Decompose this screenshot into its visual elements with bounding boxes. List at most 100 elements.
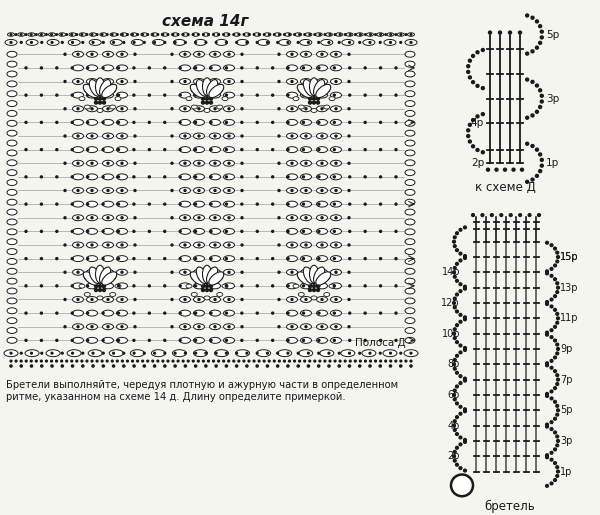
Circle shape bbox=[198, 299, 200, 300]
Circle shape bbox=[284, 360, 286, 362]
Ellipse shape bbox=[73, 283, 83, 289]
Circle shape bbox=[305, 53, 307, 55]
Circle shape bbox=[106, 34, 108, 36]
Circle shape bbox=[556, 414, 559, 416]
Circle shape bbox=[365, 34, 366, 36]
Ellipse shape bbox=[287, 324, 298, 330]
Circle shape bbox=[385, 360, 386, 362]
Circle shape bbox=[531, 16, 534, 19]
Circle shape bbox=[215, 365, 217, 367]
Ellipse shape bbox=[209, 215, 221, 221]
Circle shape bbox=[164, 67, 166, 69]
Circle shape bbox=[554, 264, 556, 267]
Ellipse shape bbox=[193, 160, 205, 166]
Circle shape bbox=[218, 34, 220, 36]
Circle shape bbox=[335, 244, 337, 246]
Ellipse shape bbox=[405, 140, 415, 146]
Ellipse shape bbox=[336, 33, 343, 36]
Circle shape bbox=[152, 360, 154, 362]
Circle shape bbox=[291, 135, 293, 137]
Circle shape bbox=[539, 41, 542, 44]
Ellipse shape bbox=[73, 133, 83, 139]
Ellipse shape bbox=[236, 40, 248, 45]
Circle shape bbox=[550, 452, 553, 454]
Text: 13р: 13р bbox=[560, 283, 578, 293]
Ellipse shape bbox=[86, 283, 97, 289]
Circle shape bbox=[164, 258, 166, 260]
Circle shape bbox=[324, 34, 326, 36]
Circle shape bbox=[81, 360, 83, 362]
Circle shape bbox=[464, 316, 466, 319]
Ellipse shape bbox=[7, 259, 17, 264]
Circle shape bbox=[91, 53, 93, 55]
Ellipse shape bbox=[103, 52, 113, 57]
Circle shape bbox=[304, 34, 305, 36]
Ellipse shape bbox=[209, 242, 221, 248]
Circle shape bbox=[364, 230, 366, 232]
Ellipse shape bbox=[130, 350, 145, 356]
Ellipse shape bbox=[317, 229, 328, 234]
Circle shape bbox=[226, 67, 227, 69]
Circle shape bbox=[202, 288, 205, 291]
Ellipse shape bbox=[89, 80, 100, 96]
Ellipse shape bbox=[86, 269, 97, 275]
Circle shape bbox=[96, 34, 98, 36]
Circle shape bbox=[535, 148, 538, 151]
Ellipse shape bbox=[69, 33, 76, 36]
Circle shape bbox=[308, 281, 311, 284]
Circle shape bbox=[278, 135, 280, 137]
Circle shape bbox=[521, 168, 523, 171]
Circle shape bbox=[287, 339, 289, 341]
Text: Д: Д bbox=[456, 478, 468, 492]
Ellipse shape bbox=[116, 201, 128, 207]
Ellipse shape bbox=[46, 350, 60, 356]
Circle shape bbox=[25, 67, 27, 69]
Ellipse shape bbox=[103, 174, 113, 180]
Circle shape bbox=[317, 288, 320, 291]
Circle shape bbox=[228, 190, 230, 192]
Circle shape bbox=[164, 94, 166, 96]
Circle shape bbox=[66, 360, 68, 362]
Circle shape bbox=[318, 285, 320, 287]
Circle shape bbox=[193, 360, 194, 362]
Circle shape bbox=[380, 230, 382, 232]
Circle shape bbox=[539, 25, 542, 28]
Circle shape bbox=[92, 365, 94, 367]
Ellipse shape bbox=[287, 92, 298, 98]
Circle shape bbox=[103, 288, 106, 291]
Circle shape bbox=[451, 474, 473, 496]
Circle shape bbox=[77, 299, 79, 300]
Circle shape bbox=[91, 80, 93, 82]
Circle shape bbox=[540, 100, 543, 103]
Circle shape bbox=[540, 164, 543, 167]
Circle shape bbox=[287, 67, 289, 69]
Text: 8р: 8р bbox=[448, 359, 460, 369]
Circle shape bbox=[317, 365, 320, 367]
Ellipse shape bbox=[103, 269, 113, 275]
Circle shape bbox=[118, 67, 119, 69]
Circle shape bbox=[121, 244, 123, 246]
Ellipse shape bbox=[193, 174, 205, 180]
Circle shape bbox=[91, 271, 93, 273]
Ellipse shape bbox=[317, 147, 328, 152]
Circle shape bbox=[209, 285, 212, 287]
Circle shape bbox=[272, 94, 274, 96]
Circle shape bbox=[321, 326, 323, 328]
Circle shape bbox=[390, 34, 392, 36]
Circle shape bbox=[184, 190, 186, 192]
Circle shape bbox=[318, 352, 320, 354]
Circle shape bbox=[102, 94, 104, 96]
Ellipse shape bbox=[223, 160, 235, 166]
Ellipse shape bbox=[287, 160, 298, 166]
Circle shape bbox=[184, 244, 186, 246]
Circle shape bbox=[95, 288, 97, 291]
Circle shape bbox=[198, 108, 200, 110]
Circle shape bbox=[317, 285, 320, 287]
Circle shape bbox=[554, 478, 556, 482]
Ellipse shape bbox=[86, 242, 97, 248]
Circle shape bbox=[56, 34, 58, 36]
Circle shape bbox=[335, 326, 337, 328]
Circle shape bbox=[236, 42, 238, 43]
Ellipse shape bbox=[209, 310, 221, 316]
Circle shape bbox=[179, 67, 181, 69]
